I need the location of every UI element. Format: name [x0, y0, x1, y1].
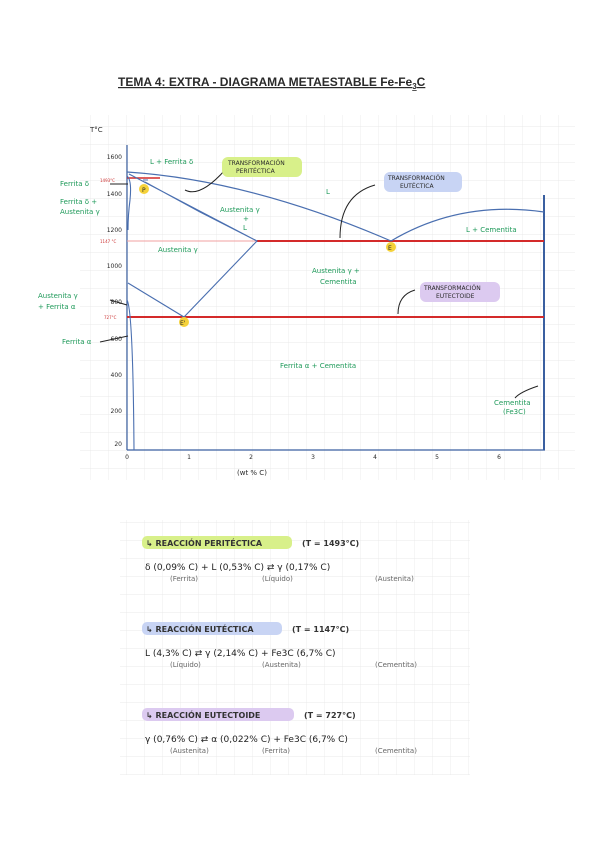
highlight [222, 157, 302, 177]
x-tick-label: 4 [373, 454, 377, 461]
phase-label: (Líquido) [170, 661, 201, 669]
y-tick-label: 20 [114, 441, 122, 448]
x-tick-label: 6 [497, 454, 501, 461]
phase-label: (Ferrita) [262, 747, 290, 755]
highlight [384, 172, 462, 192]
region-label: Ferrita δ + [60, 198, 97, 206]
labels: T°C (wt % C) 1493°C 1147 °C 727°C P E E'… [38, 126, 530, 477]
y-tick-label: 600 [111, 336, 123, 343]
temp-label: 1147 °C [100, 239, 116, 244]
grid-bg [80, 115, 575, 480]
x-tick-label: 1 [187, 454, 191, 461]
y-tick-label: 1000 [107, 263, 122, 270]
region-label: Austenita γ [60, 208, 100, 216]
region-label: + Ferrita α [38, 303, 76, 311]
ticks: 1600 1400 1200 1000 800 600 400 200 200 1 2 3 4 5 6 [107, 154, 501, 461]
phase-label: (Ferrita) [170, 575, 198, 583]
annotation: EUTÉCTICA [400, 182, 434, 190]
region-label: L + Ferrita δ [150, 158, 193, 166]
reactions: ↳ REACCIÓN PERITÉCTICA (T = 1493°C) δ (0,0… [142, 536, 417, 755]
region-label: Austenita γ [220, 206, 260, 214]
reaction-heading: ↳ REACCIÓN EUTÉCTICA [146, 623, 254, 634]
region-label: Cementita [320, 278, 356, 286]
annotation: TRANSFORMACIÓN [387, 175, 445, 182]
liquidus [126, 171, 545, 242]
title: TEMA 4: EXTRA - DIAGRAMA METAESTABLE Fe-… [118, 75, 426, 91]
point [139, 184, 149, 194]
phase-label: (Cementita) [375, 661, 417, 669]
x-tick-label: 5 [435, 454, 439, 461]
phase-boundary [126, 173, 258, 451]
point [179, 317, 189, 327]
grid-bg [120, 520, 470, 775]
arrow [99, 169, 539, 399]
annotation: EUTECTOIDE [436, 293, 475, 300]
phase-label: (Austenita) [375, 575, 414, 583]
y-tick-label: 1200 [107, 227, 122, 234]
y-tick-label: 1600 [107, 154, 122, 161]
phase-label: (Líquido) [262, 575, 293, 583]
y-tick-label: 200 [111, 408, 123, 415]
region-label: Austenita γ + [312, 267, 360, 275]
region-label: L [243, 224, 247, 232]
axis-label: T°C [89, 126, 103, 134]
highlight [420, 282, 500, 302]
reaction-equation: δ (0,09% C) + L (0,53% C) ⇄ γ (0,17% C) [145, 563, 330, 573]
reaction-heading: ↳ REACCIÓN EUTECTOIDE [146, 709, 260, 720]
annotation: PERITÉCTICA [236, 167, 276, 175]
annotation: TRANSFORMACIÓN [423, 285, 481, 292]
phase-diagram [99, 145, 545, 451]
phase-label: (Cementita) [375, 747, 417, 755]
axis-label: (wt % C) [237, 469, 267, 477]
y-tick-label: 800 [111, 299, 123, 306]
temp-label: 727°C [104, 315, 117, 320]
highlight [142, 622, 282, 635]
y-tick-label: 400 [111, 372, 123, 379]
point-label: P [142, 187, 146, 194]
point-label: E' [180, 320, 186, 327]
region-label: Ferrita δ [60, 180, 89, 188]
region-label: (Fe3C) [503, 408, 526, 416]
region-label: L + Cementita [466, 226, 517, 234]
reaction-equation: L (4,3% C) ⇄ γ (2,14% C) + Fe3C (6,7% C) [145, 649, 336, 659]
highlight [142, 536, 292, 549]
reaction-condition: (T = 1493°C) [302, 539, 359, 548]
phase-label: (Austenita) [262, 661, 301, 669]
reaction-equation: γ (0,76% C) ⇄ α (0,022% C) + Fe3C (6,7% … [145, 735, 348, 745]
region-label: + [243, 215, 249, 223]
region-label: Austenita γ [38, 292, 78, 300]
x-tick-label: 3 [311, 454, 315, 461]
point [386, 242, 396, 252]
region-label: Cementita [494, 399, 530, 407]
y-tick-label: 1400 [107, 191, 122, 198]
x-tick-label: 0 [125, 454, 129, 461]
phase-label: (Austenita) [170, 747, 209, 755]
region-label: Austenita γ [158, 246, 198, 254]
highlight [142, 708, 294, 721]
region-label: Ferrita α + Cementita [280, 362, 356, 370]
reaction-heading: ↳ REACCIÓN PERITÉCTICA [146, 537, 263, 548]
x-tick-label: 2 [249, 454, 253, 461]
reaction-condition: (T = 727°C) [304, 711, 356, 720]
point-label: E [388, 245, 392, 252]
region-label: L [326, 188, 330, 196]
temp-label: 1493°C [100, 178, 115, 183]
region-label: Ferrita α [62, 338, 92, 346]
reaction-condition: (T = 1147°C) [292, 625, 349, 634]
annotation: TRANSFORMACIÓN [227, 160, 285, 167]
